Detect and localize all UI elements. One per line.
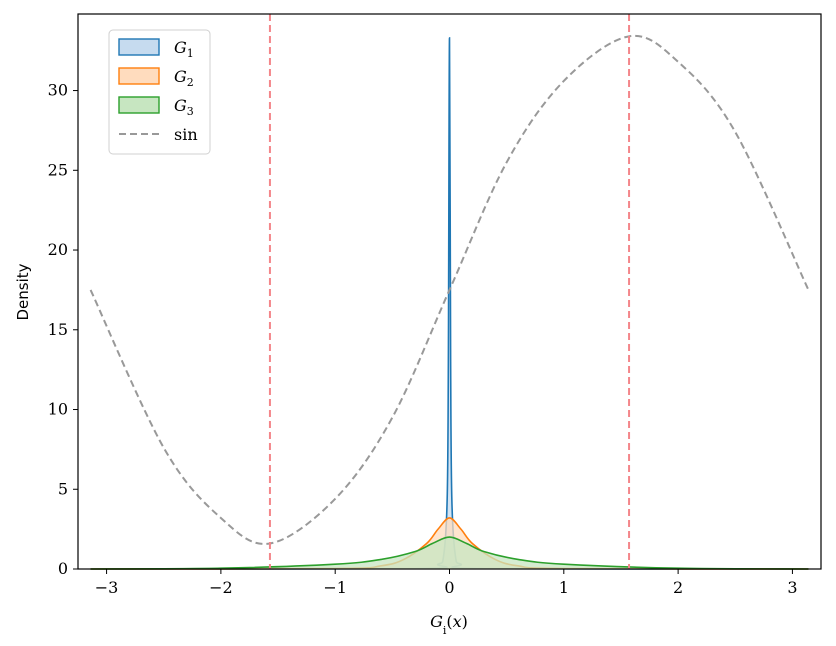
legend: G1 G2 G3 sin — [108, 29, 211, 155]
x-tick-label: 3 — [787, 578, 797, 597]
legend-swatch-g3 — [118, 96, 160, 114]
legend-label-g2: G2 — [174, 67, 194, 89]
x-tick-label: −1 — [323, 578, 347, 597]
legend-label-g3: G3 — [174, 96, 194, 118]
series-g3-area — [90, 537, 809, 569]
legend-swatch-g2 — [118, 67, 160, 85]
legend-swatch-g1 — [118, 38, 160, 56]
y-tick-label: 20 — [48, 240, 68, 259]
y-tick-label: 5 — [58, 479, 68, 498]
series-sin-line — [89, 34, 810, 545]
x-tick-label: 0 — [444, 578, 454, 597]
series-g1-area — [90, 37, 809, 570]
y-axis-label: Density — [14, 263, 32, 320]
x-tick-label: −2 — [209, 578, 233, 597]
y-tick-label: 10 — [48, 400, 68, 419]
legend-frame — [108, 29, 211, 155]
x-tick-label: 1 — [559, 578, 569, 597]
x-tick-label: −3 — [95, 578, 119, 597]
x-axis-label: Gi(x) — [430, 612, 468, 637]
y-axis: 0 5 10 15 20 25 30 — [48, 81, 78, 578]
y-tick-label: 0 — [58, 559, 68, 578]
vline-layer — [268, 14, 631, 569]
x-tick-label: 2 — [673, 578, 683, 597]
legend-label-g1: G1 — [174, 38, 194, 60]
legend-label-sin: sin — [174, 125, 198, 144]
series-layer — [89, 34, 810, 570]
x-axis: −3 −2 −1 0 1 2 3 — [95, 569, 798, 597]
y-tick-label: 25 — [48, 160, 68, 179]
y-tick-label: 15 — [48, 320, 68, 339]
series-g3-line — [90, 536, 809, 570]
y-tick-label: 30 — [48, 81, 68, 100]
